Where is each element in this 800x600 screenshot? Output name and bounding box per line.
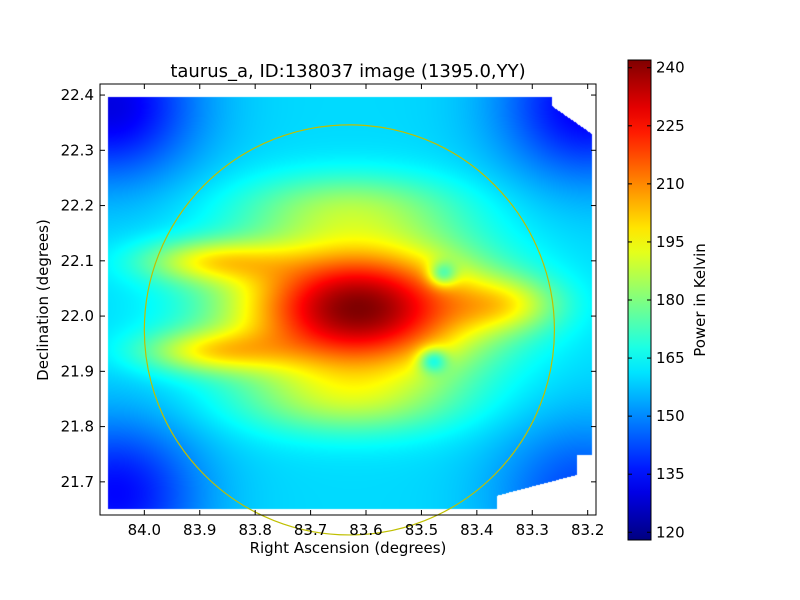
y-tick-label: 22.4 xyxy=(61,86,94,104)
x-tick-label: 83.3 xyxy=(516,521,549,539)
x-tick-label: 83.6 xyxy=(349,521,382,539)
colorbar-tick-label: 180 xyxy=(656,291,685,309)
colorbar-tick-label: 150 xyxy=(656,407,685,425)
y-tick-label: 22.3 xyxy=(61,141,94,159)
y-axis-ticks: 21.7 21.8 21.9 22.0 22.1 22.2 22.3 22.4 xyxy=(61,86,596,491)
y-tick-label: 22.1 xyxy=(61,252,94,270)
y-tick-label: 22.0 xyxy=(61,307,94,325)
x-tick-label: 83.5 xyxy=(405,521,438,539)
x-tick-label: 83.7 xyxy=(294,521,327,539)
x-tick-label: 83.4 xyxy=(460,521,493,539)
colorbar-tick-label: 195 xyxy=(656,233,685,251)
x-tick-label: 83.8 xyxy=(238,521,271,539)
colorbar: 120 135 150 165 180 195 210 225 240 xyxy=(627,59,685,541)
y-tick-label: 21.9 xyxy=(61,362,94,380)
colorbar-tick-label: 165 xyxy=(656,349,685,367)
y-tick-label: 22.2 xyxy=(61,197,94,215)
colorbar-tick-label: 225 xyxy=(656,117,685,135)
plot-area: 84.0 83.9 83.8 83.7 83.6 83.5 83.4 83.3 83.2 21.… xyxy=(61,83,604,539)
colorbar-tick-label: 135 xyxy=(656,465,685,483)
x-tick-label: 83.9 xyxy=(183,521,216,539)
y-tick-label: 21.8 xyxy=(61,418,94,436)
beam-circle xyxy=(143,124,556,536)
colorbar-tick-label: 210 xyxy=(656,175,685,193)
heatmap-image xyxy=(100,84,596,515)
colorbar-tick-label: 120 xyxy=(656,523,685,541)
chart-title: taurus_a, ID:138037 image (1395.0,YY) xyxy=(170,61,525,82)
x-tick-label: 83.2 xyxy=(571,521,604,539)
y-tick-label: 21.7 xyxy=(61,473,94,491)
x-tick-label: 84.0 xyxy=(128,521,161,539)
colorbar-ticks: 120 135 150 165 180 195 210 225 240 xyxy=(628,59,685,541)
colorbar-label: Power in Kelvin xyxy=(691,243,709,357)
colorbar-tick-label: 240 xyxy=(656,59,685,77)
y-axis-label: Declination (degrees) xyxy=(34,219,52,381)
plot-frame xyxy=(99,83,597,516)
x-axis-label: Right Ascension (degrees) xyxy=(250,539,447,557)
x-axis-ticks: 84.0 83.9 83.8 83.7 83.6 83.5 83.4 83.3 83.2 xyxy=(128,84,604,539)
